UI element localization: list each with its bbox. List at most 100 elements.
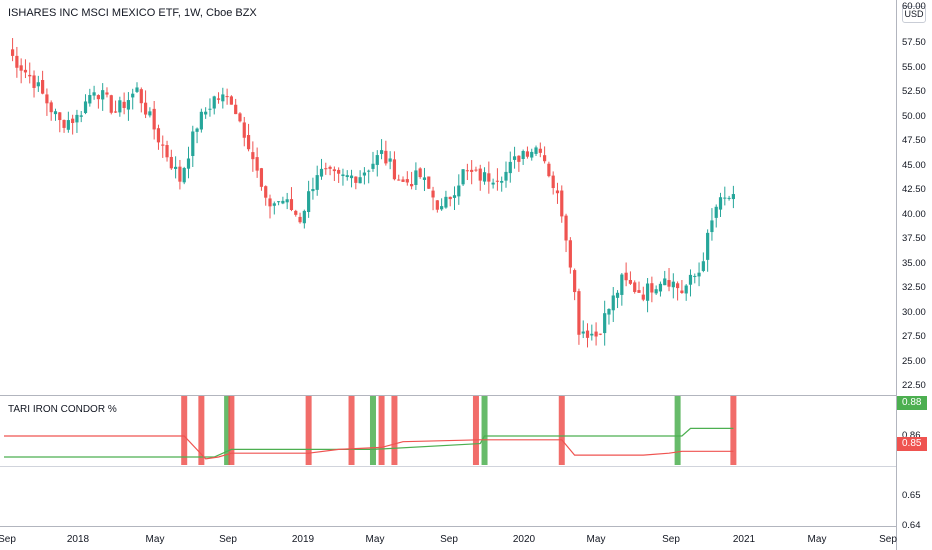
- candle-body: [216, 98, 221, 100]
- candle-body: [392, 159, 397, 180]
- candle-body: [525, 151, 530, 157]
- indicator-line-red: [4, 435, 734, 460]
- price-tick-label: 22.50: [902, 380, 926, 391]
- candle-body: [161, 144, 165, 146]
- candle-body: [311, 189, 315, 192]
- grid: [0, 0, 897, 550]
- candle-body: [440, 206, 444, 210]
- candle-body: [10, 49, 15, 56]
- candle-body: [328, 166, 332, 169]
- chart-title: ISHARES INC MSCI MEXICO ETF, 1W, Cboe BZ…: [8, 7, 257, 19]
- candle-body: [654, 289, 658, 294]
- candle-body: [718, 197, 723, 210]
- candle-body: [641, 294, 645, 300]
- candle-body: [585, 330, 590, 338]
- candle-body: [671, 281, 675, 288]
- candle-body: [706, 232, 710, 260]
- candle-body: [349, 175, 354, 179]
- candle-body: [491, 182, 495, 185]
- candle-body: [186, 158, 191, 169]
- candle-body: [41, 80, 45, 94]
- candle-body: [131, 93, 135, 98]
- candle-body: [478, 168, 482, 181]
- candle-body: [358, 177, 362, 184]
- candle-body: [538, 148, 542, 153]
- candle-body: [418, 168, 422, 178]
- signal-bar-red: [391, 396, 398, 465]
- candle-body: [714, 206, 718, 218]
- candle-body: [414, 170, 418, 185]
- candle-body: [615, 292, 620, 298]
- candle-body: [58, 112, 62, 121]
- candle-body: [487, 173, 491, 182]
- candle-body: [452, 195, 457, 198]
- candle-body: [191, 131, 195, 156]
- candle-body: [182, 167, 186, 183]
- time-tick-label: May: [807, 534, 827, 545]
- candle-body: [324, 168, 328, 170]
- candle-body: [15, 55, 19, 68]
- candle-body: [461, 169, 465, 185]
- candle-body: [285, 199, 289, 203]
- indicator-tick-label: 0.86: [902, 430, 921, 441]
- price-tick-label: 50.00: [902, 111, 926, 122]
- signal-bar-green: [369, 396, 376, 465]
- candle-body: [551, 175, 555, 189]
- time-tick-label: 2019: [291, 534, 315, 545]
- candle-body: [560, 190, 564, 217]
- candle-body: [379, 150, 384, 154]
- candle-body: [603, 313, 607, 334]
- candle-body: [251, 152, 255, 160]
- candle-body: [281, 200, 285, 204]
- candle-body: [384, 150, 388, 164]
- signal-bar-red: [305, 396, 312, 465]
- signal-bar-red: [558, 396, 565, 465]
- price-tick-label: 30.00: [902, 307, 926, 318]
- price-tick-label: 32.50: [902, 282, 926, 293]
- candle-body: [508, 161, 512, 174]
- candle-body: [701, 261, 705, 271]
- candle-body: [448, 196, 452, 200]
- signal-bar-red: [181, 396, 188, 465]
- candle-body: [135, 87, 139, 92]
- time-tick-label: Sep: [879, 534, 897, 545]
- time-tick-label: May: [365, 534, 385, 545]
- price-tick-label: 47.50: [902, 135, 926, 146]
- indicator-title[interactable]: TARI IRON CONDOR %: [8, 404, 117, 415]
- candle-body: [444, 196, 448, 208]
- candle-body: [405, 179, 409, 183]
- candle-body: [75, 114, 79, 123]
- candle-body: [555, 190, 560, 194]
- candle-body: [470, 169, 474, 172]
- candle-body: [264, 186, 268, 198]
- candle-body: [543, 155, 547, 162]
- price-candles: [10, 38, 735, 348]
- candle-body: [568, 240, 572, 268]
- candle-body: [564, 215, 568, 241]
- candle-body: [229, 96, 233, 105]
- price-tick-label: 35.00: [902, 258, 926, 269]
- candle-body: [242, 122, 246, 138]
- price-tick-label: 40.00: [902, 209, 926, 220]
- candle-body: [101, 90, 105, 100]
- candle-body: [66, 120, 70, 130]
- candle-body: [246, 135, 251, 150]
- candle-body: [272, 203, 276, 206]
- candle-body: [680, 290, 684, 293]
- candle-body: [534, 147, 538, 154]
- candle-body: [362, 172, 367, 176]
- candle-body: [259, 168, 264, 187]
- candle-body: [96, 95, 100, 100]
- candle-body: [354, 176, 358, 183]
- currency-button[interactable]: USD: [902, 6, 926, 23]
- price-tick-label: 52.50: [902, 86, 926, 97]
- candle-body: [19, 65, 23, 71]
- time-tick-label: Sep: [0, 534, 16, 545]
- candle-body: [169, 156, 173, 169]
- price-tick-label: 25.00: [902, 356, 926, 367]
- time-tick-label: Sep: [219, 534, 237, 545]
- candle-body: [645, 283, 650, 301]
- candle-body: [676, 283, 680, 289]
- candle-body: [504, 171, 508, 181]
- candle-body: [590, 333, 594, 336]
